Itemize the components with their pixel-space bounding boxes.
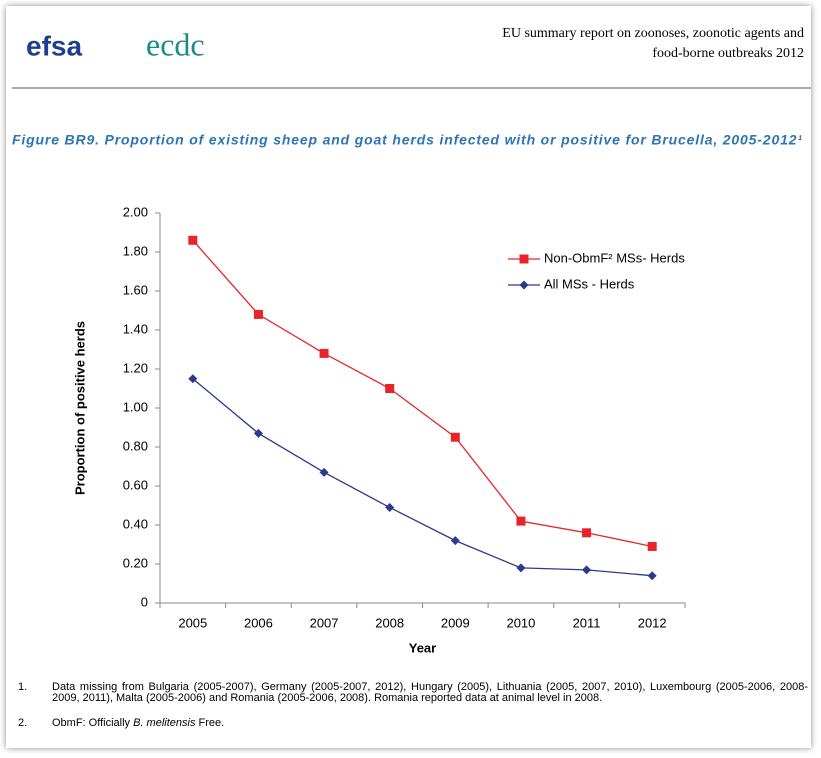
y-tick-label: 0.20 (123, 555, 148, 570)
x-tick-label: 2008 (375, 615, 404, 630)
y-tick-label: 1.20 (123, 360, 148, 375)
data-point (188, 235, 198, 245)
footnote-text: Data missing from Bulgaria (2005-2007), … (52, 681, 808, 704)
data-point (450, 536, 460, 546)
header-line: EU summary report on zoonoses, zoonotic … (502, 26, 804, 41)
y-tick-label: 1.80 (123, 243, 148, 258)
logo-efsa: efsa (26, 30, 82, 61)
legend-label: Non-ObmF² MSs- Herds (544, 250, 685, 265)
data-point (450, 432, 460, 442)
x-tick-label: 2011 (573, 615, 601, 630)
series-line (192, 239, 653, 548)
y-tick-label: 0.60 (123, 477, 148, 492)
data-point (647, 541, 657, 551)
legend-label: All MSs - Herds (544, 276, 635, 291)
y-tick-label: 0.80 (123, 438, 148, 453)
logo-ecdc: ecdc (146, 26, 205, 62)
data-point (582, 565, 592, 575)
data-point (319, 467, 329, 477)
data-point (188, 374, 198, 384)
y-tick-label: 1.60 (123, 282, 148, 297)
y-tick-label: 0 (141, 594, 148, 609)
x-tick-label: 2009 (441, 615, 470, 630)
data-point (253, 309, 263, 319)
footnote-italic: B. melitensis (133, 717, 196, 729)
footnote-part: ObmF: Officially (52, 717, 134, 729)
data-point (385, 502, 395, 512)
legend-marker (519, 280, 529, 290)
x-tick-label: 2005 (178, 615, 207, 630)
y-axis-label: Proportion of positive herds (72, 321, 87, 495)
page: efsa ecdc EU summary report on zoonoses,… (6, 6, 811, 748)
legend-marker (519, 254, 529, 264)
y-tick-label: 1.40 (123, 321, 148, 336)
figure-caption: Figure BR9. Proportion of existing sheep… (12, 132, 802, 148)
x-tick-label: 2012 (638, 615, 667, 630)
data-point (385, 384, 395, 393)
footnote-number: 2. (18, 717, 28, 729)
footnote-text: ObmF: Officially B. melitensis Free. (52, 718, 808, 729)
y-tick-label: 2.00 (123, 204, 148, 219)
footnote-number: 1. (18, 681, 28, 693)
series-line (192, 378, 653, 577)
x-tick-label: 2007 (310, 615, 339, 630)
data-point (516, 516, 526, 526)
data-point (253, 428, 263, 438)
data-point (647, 571, 657, 581)
footnote-part: Free. (195, 717, 225, 729)
y-tick-label: 1.00 (123, 399, 148, 414)
x-tick-label: 2006 (244, 615, 273, 630)
page-drawing: efsa ecdc EU summary report on zoonoses,… (12, 26, 811, 655)
x-axis-label: Year (409, 640, 436, 655)
data-point (582, 528, 592, 538)
y-tick-label: 0.40 (123, 516, 148, 531)
x-tick-label: 2010 (506, 615, 535, 630)
data-point (516, 563, 526, 573)
data-point (319, 348, 329, 358)
header-line: food-borne outbreaks 2012 (652, 46, 804, 61)
